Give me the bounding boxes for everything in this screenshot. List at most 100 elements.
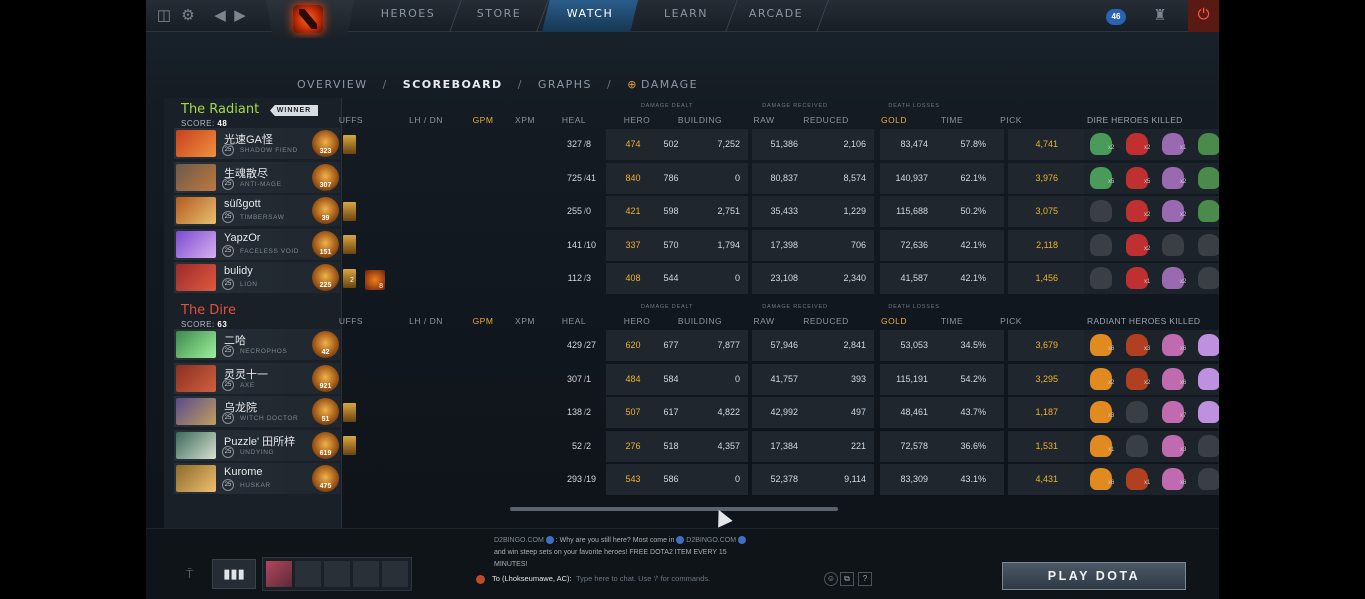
player-card[interactable]: YapzOr 25 FACELESS VOID 151 bbox=[174, 228, 340, 260]
news-link[interactable]: D2BINGO.COM bbox=[494, 537, 544, 544]
hero-portrait[interactable] bbox=[176, 264, 216, 291]
kills-row: x5 x5 x2 bbox=[1084, 162, 1219, 194]
score-value: 48 bbox=[217, 119, 228, 128]
player-card[interactable]: bulidy 25 LION 225 bbox=[174, 262, 340, 293]
cell-reduced: 43.7% bbox=[960, 407, 986, 417]
hero-portrait[interactable] bbox=[176, 130, 216, 157]
power-icon[interactable]: ⏻ bbox=[1188, 0, 1219, 32]
player-card[interactable]: 二哈 25 NECROPHOS 42 bbox=[174, 329, 340, 360]
party-empty-slot[interactable] bbox=[382, 561, 408, 587]
player-card[interactable]: 光速GA怪 25 SHADOW FIEND 323 bbox=[174, 128, 340, 159]
cell-hero-dmg: 41,757 bbox=[770, 373, 798, 384]
tab-scoreboard[interactable]: SCOREBOARD bbox=[402, 78, 503, 91]
killed-hero-icon bbox=[1090, 401, 1112, 423]
nav-learn[interactable]: LEARN bbox=[664, 7, 708, 20]
player-name: 灵灵十一 bbox=[224, 368, 268, 381]
connection-antenna-icon: ⍑ bbox=[186, 567, 194, 581]
row-bg bbox=[606, 363, 748, 395]
cell-dn: 10 bbox=[586, 239, 597, 250]
killed-hero-icon bbox=[1090, 367, 1112, 390]
player-name: 二哈 bbox=[224, 335, 246, 347]
hero-portrait[interactable] bbox=[176, 230, 216, 258]
hero-portrait[interactable] bbox=[176, 398, 216, 425]
play-dota-button[interactable]: PLAY DOTA bbox=[1002, 562, 1186, 590]
hero-name: AXE bbox=[240, 381, 255, 389]
cell-gold: 3,075 bbox=[1035, 206, 1058, 216]
dashboard-icon[interactable]: ◫ bbox=[156, 7, 172, 24]
player-name: Puzzle' 田所梓 bbox=[224, 435, 296, 448]
hero-portrait[interactable] bbox=[176, 331, 216, 358]
chat-window-icon[interactable]: ⧉ bbox=[840, 572, 854, 586]
lh-dn-separator: / bbox=[583, 407, 587, 417]
cell-lh: 141 bbox=[566, 239, 582, 250]
group-header-damage-received: DAMAGE RECEIVED bbox=[762, 304, 828, 310]
party-empty-slot[interactable] bbox=[353, 561, 379, 587]
col-hero-damage: HERO bbox=[623, 115, 651, 125]
cell-gpm: 543 bbox=[625, 474, 641, 484]
cell-raw: 72,578 bbox=[900, 440, 928, 451]
back-arrow-icon[interactable]: ◀ bbox=[214, 7, 226, 24]
party-avatar[interactable] bbox=[266, 561, 292, 587]
killed-hero-icon bbox=[1126, 267, 1148, 289]
killed-hero-icon bbox=[1198, 166, 1219, 189]
nav-store[interactable]: STORE bbox=[476, 7, 522, 20]
chat-input[interactable]: To (Lhokseumawe, AC): Type here to chat.… bbox=[476, 572, 876, 588]
killed-hero-icon bbox=[1198, 267, 1219, 289]
dota-logo-button[interactable] bbox=[266, 0, 354, 38]
player-card[interactable]: süßgott 25 TIMBERSAW 39 bbox=[174, 195, 340, 226]
settings-gear-icon[interactable]: ⚙ bbox=[181, 7, 195, 24]
nav-watch[interactable]: WATCH bbox=[542, 0, 638, 32]
nav-heroes[interactable]: HEROES bbox=[380, 7, 436, 20]
hero-portrait[interactable] bbox=[176, 163, 216, 191]
lh-dn-separator: / bbox=[583, 239, 587, 250]
horizontal-scrollbar[interactable] bbox=[510, 507, 838, 511]
player-name: bulidy bbox=[224, 265, 253, 277]
cell-building: 2,841 bbox=[843, 340, 866, 350]
tab-graphs[interactable]: GRAPHS bbox=[537, 78, 593, 91]
rank-number: 323 bbox=[319, 148, 332, 155]
hero-portrait[interactable] bbox=[176, 364, 216, 392]
cell-gpm: 507 bbox=[625, 407, 641, 417]
col-time: TIME bbox=[940, 115, 964, 125]
cell-gpm: 474 bbox=[625, 139, 641, 149]
tab-overview[interactable]: OVERVIEW bbox=[297, 78, 368, 91]
kills-row: x2 x2 bbox=[1084, 196, 1219, 227]
nav-arcade[interactable]: ARCADE bbox=[748, 7, 804, 20]
help-button[interactable]: ? bbox=[858, 572, 872, 586]
kill-count: x1 bbox=[1144, 279, 1151, 285]
cell-hero-dmg: 42,992 bbox=[770, 407, 798, 417]
kills-row: x6 x1 x6 bbox=[1084, 464, 1219, 495]
kill-count: x5 bbox=[1108, 178, 1115, 185]
rank-icon[interactable]: ♜ bbox=[1153, 7, 1167, 24]
row-bg bbox=[606, 330, 748, 361]
col-raw: RAW bbox=[753, 316, 775, 326]
kill-count: x2 bbox=[1108, 379, 1115, 386]
player-card[interactable]: Kurome 25 HUSKAR 475 bbox=[174, 463, 340, 494]
player-card[interactable]: 生魂散尽 25 ANTI-MAGE 307 bbox=[174, 161, 340, 193]
party-empty-slot[interactable] bbox=[324, 561, 350, 587]
news-link[interactable]: D2BINGO.COM bbox=[686, 537, 737, 544]
cell-lh: 112 bbox=[567, 273, 582, 283]
hero-portrait[interactable] bbox=[176, 197, 216, 224]
player-card[interactable]: Puzzle' 田所梓 25 UNDYING 619 bbox=[174, 429, 340, 461]
emoticon-icon[interactable]: ☺ bbox=[824, 572, 838, 586]
tab-damage[interactable]: ⊕ DAMAGE bbox=[627, 78, 708, 91]
subnav-separator: / bbox=[382, 78, 388, 91]
row-bg bbox=[880, 430, 1004, 462]
killed-hero-icon bbox=[1126, 401, 1148, 423]
player-card[interactable]: 灵灵十一 25 AXE 921 bbox=[174, 362, 340, 394]
kill-count: x7 bbox=[1180, 413, 1187, 419]
cell-hero-dmg: 17,398 bbox=[770, 239, 798, 250]
party-button[interactable]: ▮▮▮ bbox=[212, 559, 256, 589]
cell-raw: 115,191 bbox=[896, 373, 928, 384]
notification-badge[interactable]: 46 bbox=[1106, 9, 1126, 25]
table-row: 255 0 421 598 2,751 35,433 1,229 115,688 50.2% 3,… bbox=[342, 196, 1179, 227]
kill-count: x3 bbox=[1180, 446, 1187, 453]
player-card[interactable]: 乌龙院 25 WITCH DOCTOR 51 bbox=[174, 396, 340, 427]
cell-gold: 2,118 bbox=[1036, 239, 1058, 250]
rank-number: 151 bbox=[319, 248, 332, 256]
hero-portrait[interactable] bbox=[176, 465, 216, 492]
hero-portrait[interactable] bbox=[176, 431, 216, 459]
party-empty-slot[interactable] bbox=[295, 561, 321, 587]
forward-arrow-icon[interactable]: ▶ bbox=[234, 7, 246, 24]
